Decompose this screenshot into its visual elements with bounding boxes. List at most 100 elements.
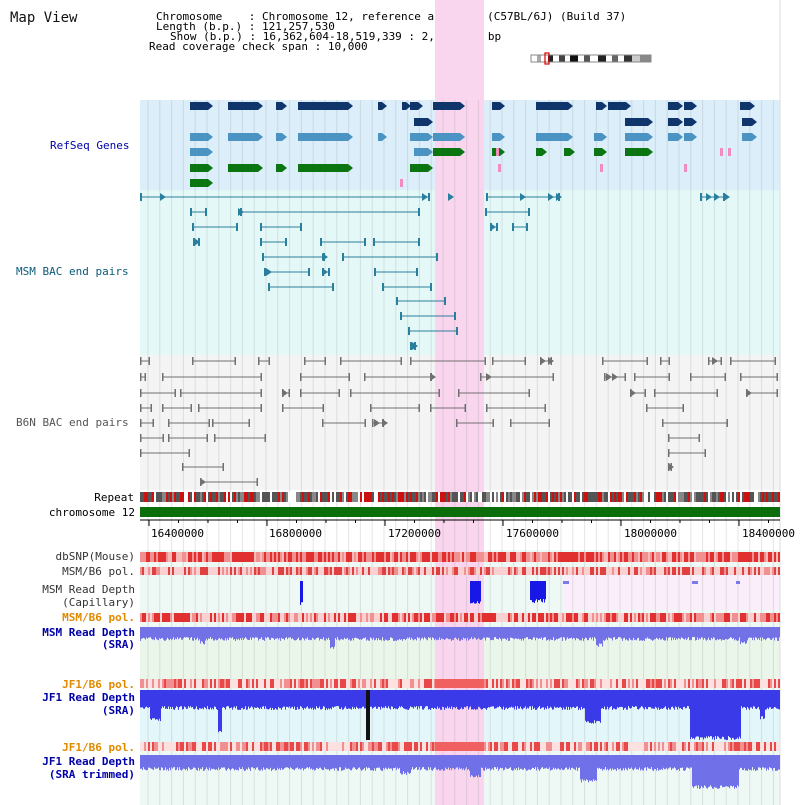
length-value: 121,257,530 bbox=[261, 20, 335, 33]
bac-end-pair-marker bbox=[486, 193, 488, 201]
bac-end-arrow bbox=[548, 193, 554, 201]
gene-feature bbox=[492, 102, 500, 110]
bac-end-arrow bbox=[322, 268, 328, 276]
axis-tick-label: 18000000 bbox=[624, 527, 677, 540]
bac-end-arrow bbox=[746, 389, 752, 397]
gene-fragment bbox=[600, 164, 603, 172]
gene-feature bbox=[190, 102, 208, 110]
bac-end-arrow bbox=[630, 389, 636, 397]
coverage-value: 10,000 bbox=[327, 40, 368, 53]
bac-end-arrow bbox=[448, 193, 454, 201]
track-label-msm-bac-end-pairs: MSM BAC end pairs bbox=[16, 265, 129, 278]
gene-feature bbox=[410, 133, 428, 141]
track-label-jf1-b6-pol-1: JF1/B6 pol. bbox=[62, 678, 135, 691]
gene-feature bbox=[625, 118, 648, 126]
chromosome-bar bbox=[140, 507, 780, 517]
bac-end-pair-marker bbox=[485, 208, 487, 216]
bac-end-pair-marker bbox=[264, 268, 266, 276]
gene-fragment bbox=[496, 148, 499, 156]
bac-end-arrow bbox=[714, 193, 720, 201]
gene-fragment bbox=[684, 164, 687, 172]
bac-end-arrow bbox=[606, 373, 612, 381]
gene-feature bbox=[594, 148, 602, 156]
bac-end-arrow bbox=[266, 268, 272, 276]
bac-end-pair-marker bbox=[410, 342, 412, 350]
bac-end-arrow bbox=[238, 208, 244, 216]
gene-feature bbox=[594, 133, 602, 141]
track-label-msm-b6-pol-1: MSM/B6 pol. bbox=[62, 565, 135, 578]
gene-feature bbox=[742, 133, 752, 141]
bac-end-arrow bbox=[382, 419, 388, 427]
axis-tick-label: 16800000 bbox=[269, 527, 322, 540]
gene-feature bbox=[228, 102, 258, 110]
bac-end-arrow bbox=[556, 193, 562, 201]
track-label-refseq-genes: RefSeq Genes bbox=[50, 139, 130, 152]
gene-feature bbox=[536, 102, 568, 110]
axis-tick-label: 17600000 bbox=[506, 527, 559, 540]
coverage-key: Read coverage check span bbox=[149, 40, 308, 53]
msm-b6-pol-heatmap-1 bbox=[140, 567, 780, 575]
gene-feature bbox=[536, 133, 568, 141]
gene-feature bbox=[625, 148, 648, 156]
bac-end-arrow bbox=[486, 373, 492, 381]
gene-feature bbox=[410, 102, 418, 110]
bac-end-arrow bbox=[668, 463, 674, 471]
gene-feature bbox=[684, 102, 692, 110]
gene-feature bbox=[228, 164, 258, 172]
bac-end-pair-marker bbox=[192, 223, 194, 231]
track-label-repeat: Repeat bbox=[94, 491, 134, 504]
length-key: Length (b.p.) bbox=[156, 20, 243, 33]
track-label-dbsnp: dbSNP(Mouse) bbox=[55, 550, 135, 563]
bac-end-pair-marker bbox=[268, 283, 270, 291]
track-label-msm-depth-sra-1: MSM Read Depth bbox=[42, 626, 135, 639]
show-info-row: Show (b.p.) : 16,362,604-18,519,339 : 2,… bbox=[170, 30, 502, 43]
bac-end-pair-marker bbox=[512, 223, 514, 231]
track-label-jf1-depth-trim-1: JF1 Read Depth bbox=[42, 755, 135, 768]
track-label-jf1-depth-sra-1: JF1 Read Depth bbox=[42, 691, 135, 704]
bac-end-arrow bbox=[712, 357, 718, 365]
gene-fragment bbox=[728, 148, 731, 156]
axis-tick-label: 17200000 bbox=[388, 527, 441, 540]
bac-end-pair-marker bbox=[140, 193, 142, 201]
track-label-chromosome: chromosome 12 bbox=[48, 506, 135, 519]
gene-feature bbox=[414, 148, 428, 156]
bac-end-pair-marker bbox=[374, 268, 376, 276]
bac-end-arrow bbox=[322, 253, 328, 261]
track-label-msm-depth-capillary-2: (Capillary) bbox=[62, 596, 135, 609]
bac-end-pair-marker bbox=[396, 297, 398, 305]
bac-end-arrow bbox=[540, 357, 546, 365]
gene-feature bbox=[684, 133, 692, 141]
gene-feature bbox=[433, 102, 460, 110]
bac-end-arrow bbox=[200, 478, 206, 486]
gene-feature bbox=[298, 102, 348, 110]
gene-feature bbox=[402, 102, 406, 110]
gene-fragment bbox=[720, 148, 723, 156]
bac-end-arrow bbox=[430, 373, 436, 381]
bac-end-pair-marker bbox=[320, 238, 322, 246]
gene-feature bbox=[742, 118, 752, 126]
bac-end-pair-marker bbox=[408, 327, 410, 335]
track-label-jf1-depth-sra-2: (SRA) bbox=[101, 704, 135, 717]
gene-feature bbox=[276, 133, 282, 141]
bac-end-arrow bbox=[282, 389, 288, 397]
bac-end-arrow bbox=[374, 419, 380, 427]
gene-feature bbox=[433, 133, 460, 141]
gene-feature bbox=[625, 133, 648, 141]
gene-feature bbox=[190, 133, 208, 141]
gene-feature bbox=[433, 148, 460, 156]
gene-feature bbox=[298, 133, 348, 141]
bac-end-arrow bbox=[412, 342, 418, 350]
axis-tick-label: 16400000 bbox=[151, 527, 204, 540]
ideogram-position-marker bbox=[544, 52, 550, 65]
gene-feature bbox=[684, 118, 692, 126]
bac-end-arrow bbox=[422, 193, 428, 201]
bac-end-pair-marker bbox=[190, 208, 192, 216]
gene-feature bbox=[378, 102, 382, 110]
gene-feature bbox=[564, 148, 570, 156]
bac-end-arrow bbox=[490, 223, 496, 231]
bac-end-pair-marker bbox=[400, 312, 402, 320]
gene-fragment bbox=[400, 179, 403, 187]
bac-end-arrow bbox=[520, 193, 526, 201]
